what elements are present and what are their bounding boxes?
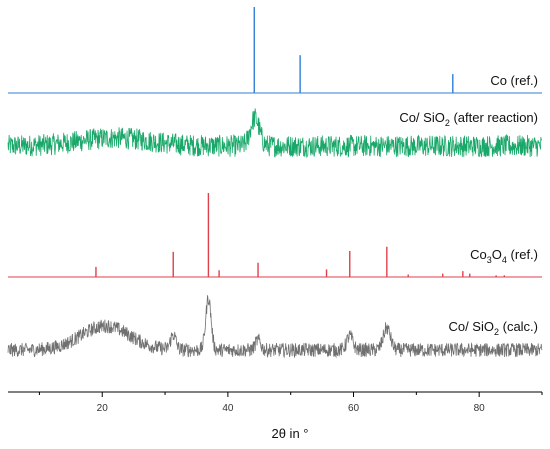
label-co-sio2-after-reaction: Co/ SiO2 (after reaction) <box>399 110 538 128</box>
x-tick-label: 40 <box>222 403 234 414</box>
series-1 <box>7 108 543 159</box>
x-tick-label: 80 <box>474 403 486 414</box>
label-co3o4-rest: (ref.) <box>507 247 538 262</box>
label-co-sio2-calc: Co/ SiO2 (calc.) <box>448 319 538 337</box>
x-tick-label: 20 <box>97 403 109 414</box>
series-2 <box>8 193 542 278</box>
label-co-ref: Co (ref.) <box>490 73 538 88</box>
label-calc-rest: (calc.) <box>499 319 538 334</box>
label-co3o4-sub1: 3 <box>487 255 492 265</box>
x-tick-label: 60 <box>348 403 360 414</box>
label-co3o4-b: O <box>492 247 502 262</box>
label-co3o4-sub2: 4 <box>502 255 507 265</box>
label-co3o4-a: Co <box>470 247 487 262</box>
series-3 <box>7 295 543 359</box>
diffraction-pattern-line <box>7 108 543 159</box>
x-axis-title: 2θ in ° <box>271 426 308 441</box>
series-0 <box>8 7 542 94</box>
label-calc-sub: 2 <box>494 327 499 337</box>
label-co3o4-ref: Co3O4 (ref.) <box>470 247 538 265</box>
x-axis-ticks: 20 40 60 80 <box>38 392 543 414</box>
label-after-rest: (after reaction) <box>450 110 538 125</box>
plot-area <box>7 7 543 359</box>
label-after-main: Co/ SiO <box>399 110 445 125</box>
diffraction-pattern-line <box>7 295 543 359</box>
label-calc-main: Co/ SiO <box>448 319 494 334</box>
label-after-sub: 2 <box>445 118 450 128</box>
